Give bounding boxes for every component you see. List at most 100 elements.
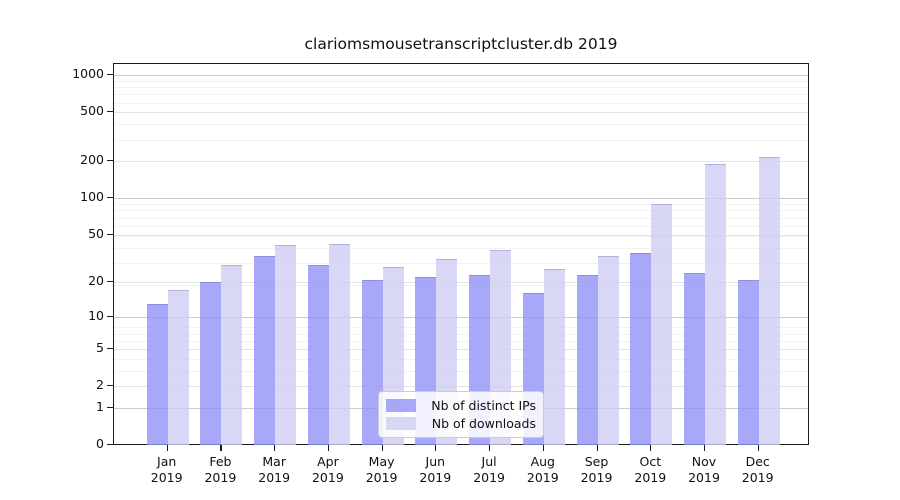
x-tick-label-jul: Jul 2019 [473, 454, 505, 485]
gridline [114, 217, 808, 219]
gridline [114, 197, 808, 199]
x-tick-mark [220, 445, 222, 451]
legend-entry-distinct-ips: Nb of distinct IPs [386, 398, 536, 413]
y-tick-label: 500 [80, 103, 104, 119]
gridline [114, 316, 808, 318]
gridline [114, 370, 808, 372]
bar-distinct-ips-mar [254, 256, 276, 445]
gridline [114, 75, 808, 76]
gridline [114, 340, 808, 342]
bar-distinct-ips-may [361, 279, 383, 445]
y-tick-mark [107, 385, 113, 387]
x-tick-mark [704, 445, 706, 451]
x-tick-mark [166, 445, 168, 451]
y-tick-mark [107, 406, 113, 409]
y-tick-label: 20 [88, 273, 104, 288]
x-tick-label-oct: Oct 2019 [634, 454, 667, 485]
gridline [114, 204, 808, 205]
bar-distinct-ips-feb [200, 282, 222, 445]
bar-distinct-ips-jan [146, 303, 168, 445]
x-tick-label-jan: Jan 2019 [150, 454, 183, 485]
gridline [114, 234, 808, 236]
gridline [114, 327, 808, 329]
bar-downloads-feb [221, 264, 243, 445]
legend-swatch-distinct-ips [386, 399, 416, 412]
y-tick-mark [107, 111, 113, 113]
legend-label-downloads: Nb of downloads [431, 416, 536, 431]
y-tick-label: 2 [96, 377, 104, 393]
x-tick-mark [327, 445, 330, 451]
x-tick-label-apr: Apr 2019 [311, 454, 344, 485]
y-tick-label: 50 [88, 225, 104, 241]
gridline [114, 87, 808, 88]
gridline [114, 333, 808, 335]
y-tick-mark [107, 196, 113, 199]
gridline [114, 102, 808, 104]
x-tick-mark [542, 445, 544, 451]
x-tick-label-dec: Dec 2019 [741, 454, 774, 485]
gridline [114, 282, 808, 283]
gridline [114, 358, 808, 360]
x-tick-label-aug: Aug 2019 [526, 454, 559, 485]
bar-downloads-jan [167, 290, 189, 445]
bar-downloads-oct [651, 203, 673, 445]
x-tick-mark [274, 445, 276, 451]
legend: Nb of distinct IPs Nb of downloads [378, 391, 544, 438]
plot-area [113, 63, 809, 445]
x-tick-label-mar: Mar 2019 [258, 454, 291, 485]
bar-downloads-aug [543, 268, 565, 445]
bar-distinct-ips-apr [307, 264, 329, 445]
gridline [114, 262, 808, 264]
y-tick-label: 5 [96, 340, 104, 356]
gridline [114, 386, 808, 388]
y-tick-mark [107, 281, 113, 283]
x-tick-mark [489, 445, 491, 451]
gridline [114, 112, 808, 114]
gridline [114, 139, 808, 141]
x-tick-mark [381, 445, 383, 451]
x-tick-mark [757, 445, 759, 451]
bar-downloads-dec [758, 157, 780, 445]
gridline [114, 284, 808, 286]
bar-distinct-ips-nov [684, 272, 705, 445]
bar-distinct-ips-oct [630, 253, 652, 445]
bar-downloads-mar [275, 244, 297, 445]
gridline [114, 235, 808, 237]
y-tick-mark [107, 233, 113, 235]
x-tick-mark [435, 445, 437, 451]
x-tick-mark [596, 445, 598, 451]
gridline [114, 210, 808, 212]
y-tick-label: 0 [96, 436, 104, 451]
legend-label-distinct-ips: Nb of distinct IPs [431, 398, 536, 413]
y-tick-mark [107, 160, 113, 162]
y-tick-label: 100 [80, 188, 104, 204]
y-tick-mark [107, 315, 113, 317]
bar-downloads-apr [328, 243, 350, 445]
bar-downloads-nov [705, 163, 726, 445]
y-tick-label: 10 [88, 307, 104, 323]
y-tick-mark [107, 74, 113, 76]
x-tick-mark [650, 445, 652, 451]
legend-swatch-downloads [386, 417, 416, 430]
bar-downloads-sep [597, 256, 619, 445]
x-tick-label-nov: Nov 2019 [688, 454, 720, 485]
gridline [114, 247, 808, 249]
y-tick-label: 1 [96, 398, 104, 414]
gridline [114, 94, 808, 96]
gridline [114, 80, 808, 82]
legend-entry-downloads: Nb of downloads [386, 416, 536, 431]
gridline [114, 225, 808, 227]
bar-distinct-ips-sep [576, 274, 598, 445]
x-tick-label-sep: Sep 2019 [580, 454, 613, 485]
y-tick-label: 1000 [72, 66, 104, 81]
x-tick-label-feb: Feb 2019 [204, 454, 237, 485]
gridline [114, 124, 808, 126]
x-tick-label-jun: Jun 2019 [419, 454, 452, 485]
chart-title: clariomsmousetranscriptcluster.db 2019 [304, 35, 618, 53]
y-tick-label: 200 [80, 152, 104, 167]
bar-distinct-ips-dec [737, 279, 759, 445]
x-tick-label-may: May 2019 [365, 454, 398, 485]
gridline [114, 349, 808, 351]
gridline [114, 161, 808, 162]
